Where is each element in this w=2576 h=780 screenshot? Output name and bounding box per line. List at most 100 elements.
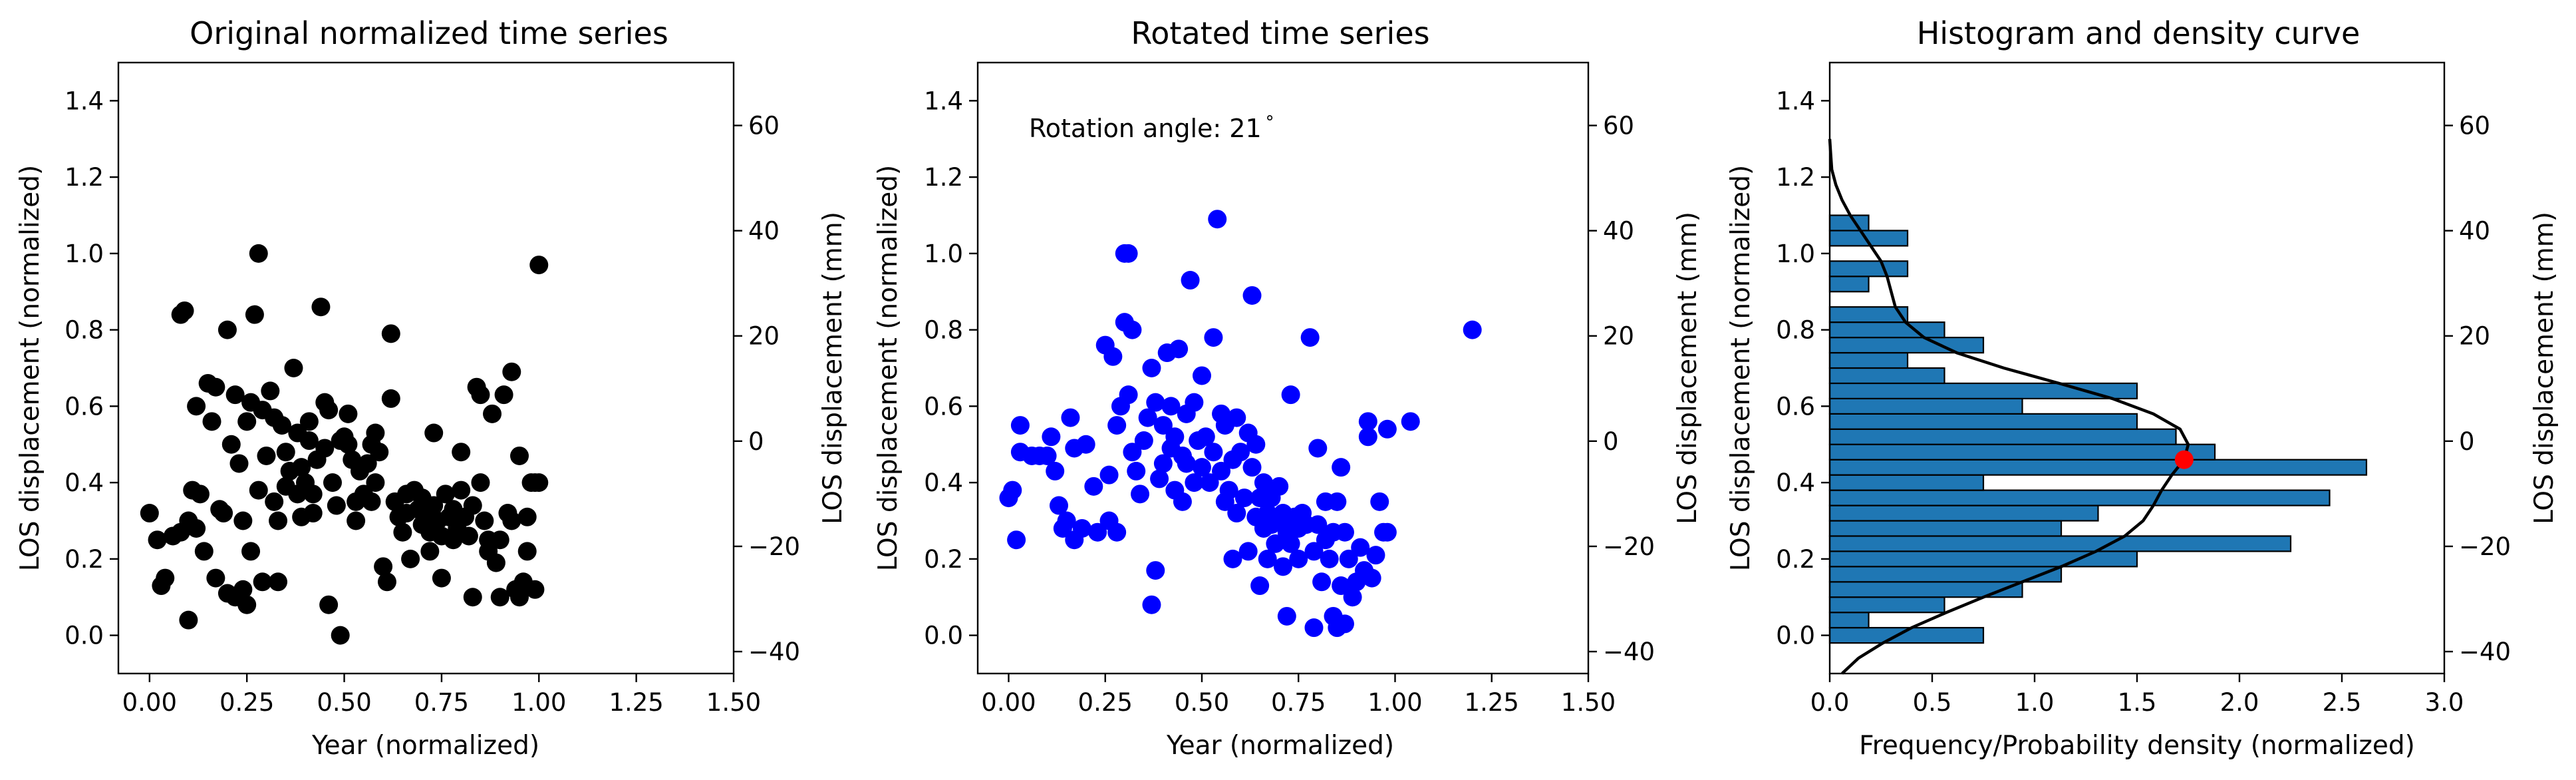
scatter-point — [366, 423, 385, 443]
scatter-point — [1258, 549, 1277, 568]
scatter-point — [1242, 286, 1262, 305]
scatter-point — [1200, 473, 1219, 492]
x-axis-label: Year (normalized) — [311, 731, 539, 761]
scatter-point — [510, 446, 529, 465]
scatter-point — [148, 530, 167, 550]
scatter-point — [1300, 328, 1320, 347]
axes-frame — [1828, 61, 2446, 675]
y-right-tick-label: 40 — [2459, 217, 2490, 246]
y-tick-label: 1.4 — [65, 87, 104, 115]
y-tick-label: 1.2 — [1776, 163, 1815, 192]
scatter-point — [237, 412, 257, 431]
scatter-point — [1277, 606, 1296, 626]
y-right-tick-label: 40 — [1603, 217, 1634, 246]
density-curve — [1828, 138, 2190, 675]
scatter-point — [253, 572, 272, 592]
scatter-point — [1146, 393, 1165, 412]
scatter-point — [1192, 366, 1211, 385]
y-right-tick-label: 0 — [748, 427, 764, 456]
ticks: 0.0 0.5 1.0 1.5 2.0 2.5 3.0 0.0 0.2 0.4 0.6 0.8 1.0 1… — [1776, 87, 2511, 717]
plot-area — [1828, 138, 2368, 675]
scatter-point — [1142, 359, 1161, 377]
scatter-point — [1208, 210, 1227, 229]
y-tick-label: 0.2 — [924, 545, 963, 574]
y-right-tick-label: −20 — [1603, 532, 1655, 561]
scatter-point — [358, 454, 377, 473]
scatter-point — [1304, 542, 1324, 561]
chart-title: Rotated time series — [1131, 15, 1429, 51]
scatter-point — [420, 542, 440, 561]
x-tick-label: 0.00 — [122, 688, 177, 717]
histogram-bar — [1828, 443, 2216, 461]
scatter-point — [1254, 473, 1273, 492]
scatter-point — [1050, 496, 1069, 515]
scatter-point — [299, 431, 319, 451]
scatter-point — [1131, 485, 1150, 504]
scatter-point — [225, 385, 245, 405]
scatter-point — [424, 496, 444, 515]
scatter-point — [1231, 443, 1250, 462]
scatter-point — [517, 507, 537, 526]
scatter-point — [276, 443, 295, 462]
scatter-point — [1010, 416, 1030, 435]
scatter-point — [339, 435, 358, 454]
axes-frame — [976, 61, 1590, 675]
scatter-point — [1150, 469, 1169, 488]
y-right-tick-label: 20 — [2459, 322, 2490, 351]
scatter-point — [331, 626, 350, 645]
y-tick-label: 1.0 — [924, 240, 963, 268]
ticks: 0.00 0.25 0.50 0.75 1.00 1.25 1.500.00.20.40.6… — [65, 87, 800, 717]
scatter-point — [1185, 473, 1204, 492]
y-tick-label: 0.8 — [65, 316, 104, 345]
scatter-point — [299, 412, 319, 431]
scatter-point — [257, 446, 276, 465]
scatter-point — [1320, 549, 1339, 568]
scatter-point — [1084, 477, 1103, 496]
scatter-point — [1107, 416, 1127, 435]
histogram-bar — [1828, 351, 1909, 369]
scatter-point — [401, 549, 420, 568]
y-tick-label: 0.2 — [1776, 545, 1815, 574]
x-tick-label: 0.25 — [1078, 688, 1133, 717]
scatter-point — [206, 377, 225, 397]
scatter-point — [221, 435, 241, 454]
y-right-tick-label: 20 — [1603, 322, 1634, 351]
histogram-bar — [1828, 489, 2331, 506]
x-tick-label: 0.00 — [981, 688, 1036, 717]
scatter-point — [229, 454, 249, 473]
scatter-point — [529, 256, 549, 275]
highlight-point — [2174, 450, 2194, 469]
x-tick-label: 2.5 — [2323, 688, 2362, 717]
scatter-point — [194, 542, 214, 561]
scatter-point — [459, 526, 478, 546]
scatter-point — [1153, 416, 1173, 435]
scatter-point — [1212, 461, 1231, 481]
scatter-point — [1181, 271, 1200, 290]
scatter-point — [1107, 522, 1127, 542]
scatter-point — [241, 542, 261, 561]
ticks: 0.00 0.25 0.50 0.75 1.00 1.25 1.500.00.20.40.6… — [924, 87, 1655, 717]
y-right-tick-label: 0 — [1603, 427, 1619, 456]
scatter-point — [245, 305, 264, 324]
scatter-point — [1127, 461, 1146, 481]
rotation-annotation-text: Rotation angle: 21 — [1029, 114, 1262, 143]
scatter-point — [475, 511, 494, 530]
x-tick-label: 0.0 — [1810, 688, 1850, 717]
scatter-point — [1281, 534, 1300, 553]
scatter-point — [1227, 504, 1246, 523]
scatter-point — [1099, 465, 1119, 485]
y-right-tick-label: 60 — [1603, 112, 1634, 140]
scatter-point — [1366, 546, 1385, 565]
histogram-bar — [1828, 276, 1870, 293]
scatter-point — [214, 504, 233, 523]
scatter-point — [1246, 435, 1266, 454]
scatter-point — [377, 572, 396, 592]
x-tick-label: 1.25 — [609, 688, 663, 717]
y-tick-label: 1.2 — [924, 163, 963, 192]
y-tick-label: 0.4 — [924, 469, 963, 497]
scatter-point — [237, 595, 257, 614]
histogram-bar — [1828, 504, 2099, 522]
scatter-point — [1250, 576, 1270, 596]
scatter-point — [1072, 518, 1091, 538]
scatter-point — [284, 359, 303, 377]
